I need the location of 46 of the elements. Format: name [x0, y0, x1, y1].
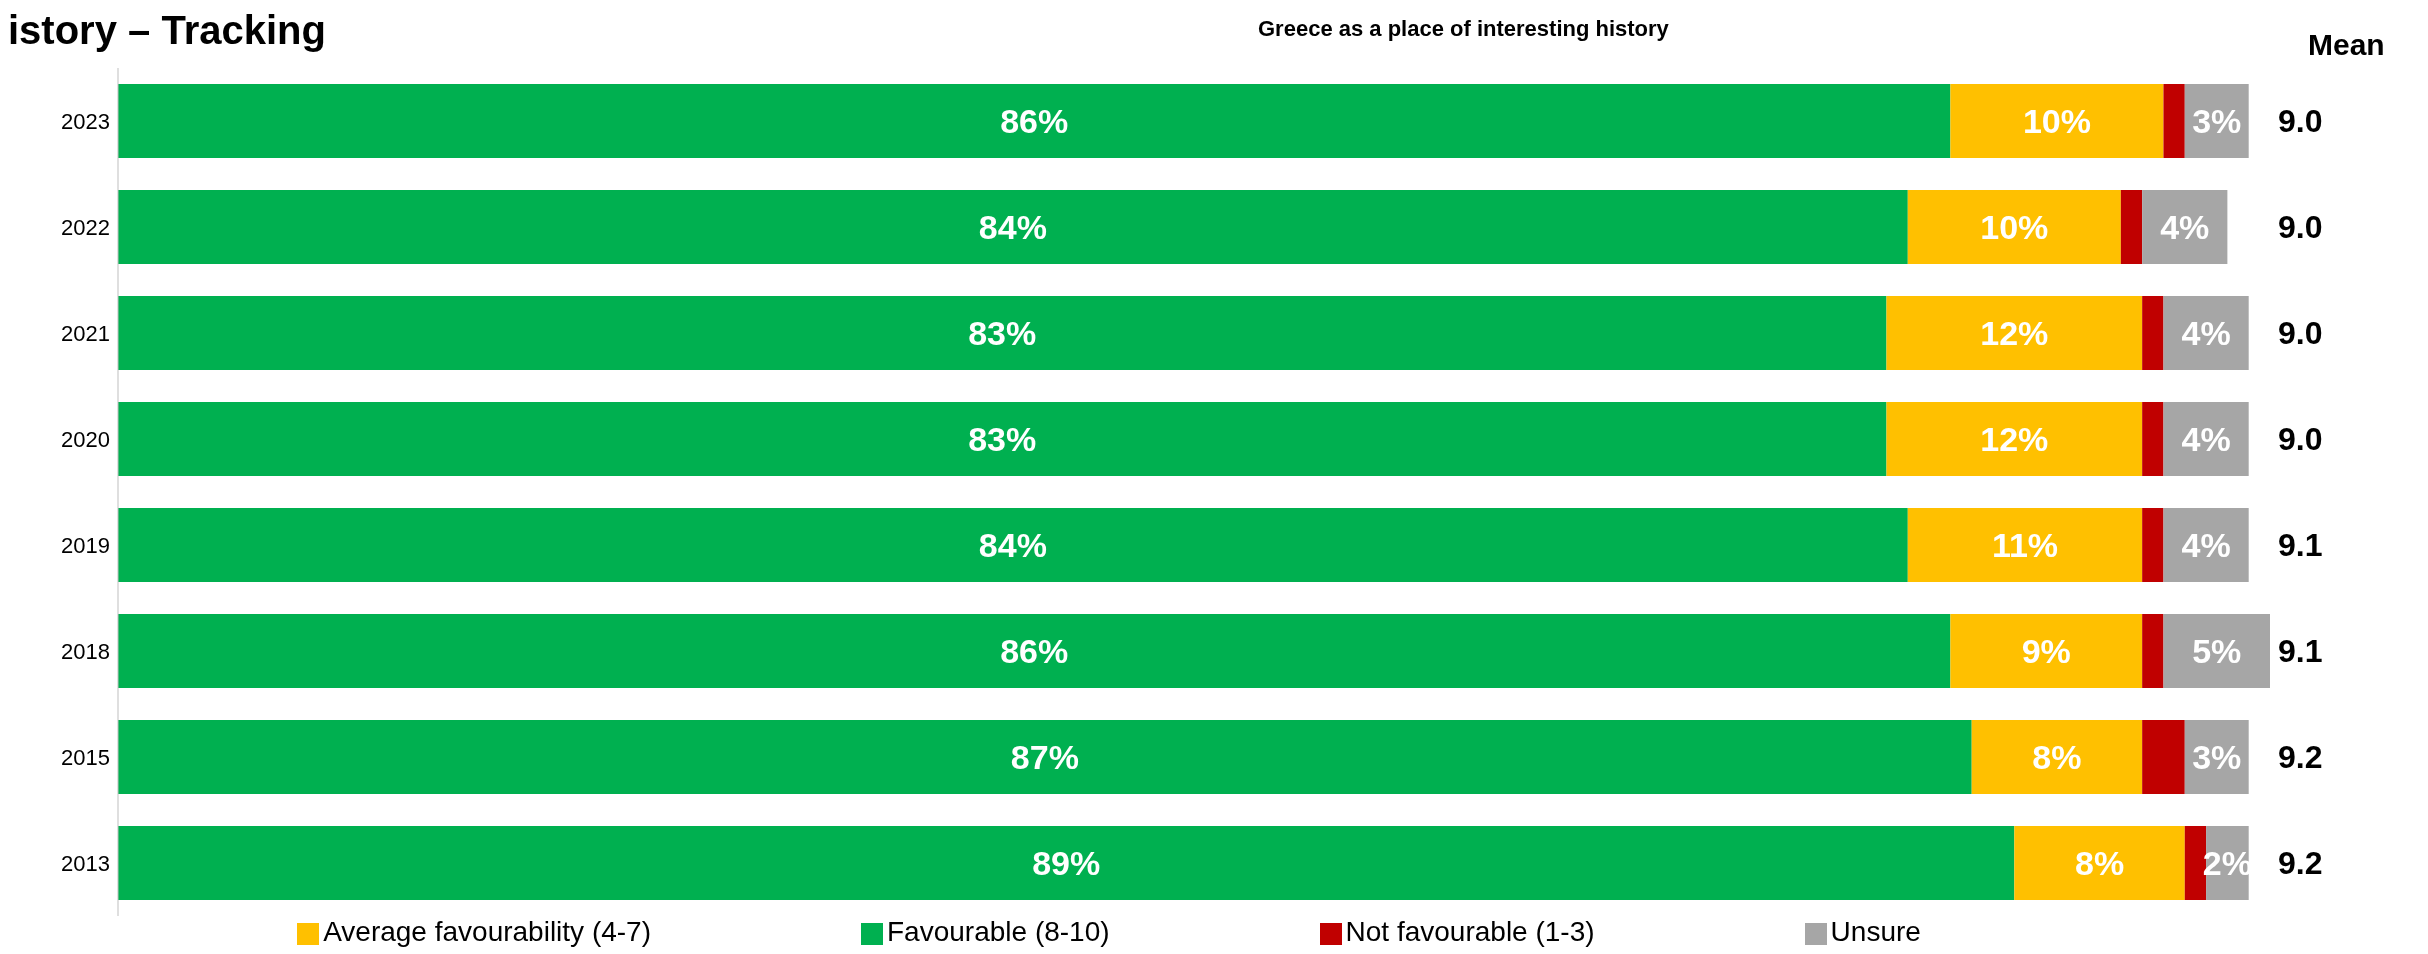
text: Mean — [2308, 28, 2385, 62]
data-label: 11% — [1991, 525, 2059, 564]
y-tick-label: 2023 — [61, 108, 110, 134]
data-label: 86% — [1000, 101, 1069, 140]
data-label: 83% — [968, 313, 1037, 352]
data-label: 10% — [2022, 101, 2091, 140]
y-tick-label: 2015 — [61, 744, 110, 770]
data-label: 4% — [2160, 207, 2210, 246]
legend-label: Favourable (8-10) — [887, 916, 1110, 947]
legend-label: Unsure — [1830, 916, 1921, 947]
text: 9.0 — [2278, 315, 2323, 352]
legend-label: Not favourable (1-3) — [1345, 916, 1595, 947]
y-tick-label: 2019 — [61, 532, 110, 558]
text: 9.0 — [2278, 209, 2323, 246]
text: 9.2 — [2278, 739, 2323, 776]
data-label: 86% — [1000, 631, 1069, 670]
data-label: 12% — [1980, 419, 2049, 458]
data-label: 83% — [968, 419, 1037, 458]
y-tick-label: 2013 — [61, 850, 110, 876]
text: 9.0 — [2278, 421, 2323, 458]
data-label: 4% — [2181, 313, 2231, 352]
data-label: 8% — [2074, 843, 2125, 882]
data-label: 84% — [978, 207, 1047, 246]
data-label: 5% — [2192, 631, 2242, 670]
text: 9.2 — [2278, 845, 2323, 882]
chart-title: istory – Tracking — [8, 8, 326, 53]
y-tick-label: 2022 — [61, 214, 110, 240]
data-label: 84% — [978, 525, 1047, 564]
chart-subtitle: Greece as a place of interesting history — [1258, 16, 1669, 42]
text: 9.1 — [2278, 633, 2323, 670]
data-label: 89% — [1032, 843, 1101, 882]
text: 9.1 — [2278, 527, 2323, 564]
legend-label: Average favourability (4-7) — [323, 916, 652, 947]
data-label: 12% — [1980, 313, 2049, 352]
y-tick-label: 2021 — [61, 320, 110, 346]
data-label: 4% — [2181, 419, 2231, 458]
data-label: 9% — [2021, 631, 2071, 670]
data-label: 10% — [1980, 207, 2049, 246]
y-tick-label: 2018 — [61, 638, 110, 664]
data-label: 3% — [2192, 737, 2242, 776]
data-label: 3% — [2192, 101, 2242, 140]
data-label: 87% — [1010, 737, 1079, 776]
data-label: 4% — [2181, 525, 2231, 564]
y-tick-label: 2020 — [61, 426, 110, 452]
text: 9.0 — [2278, 103, 2323, 140]
data-label: 8% — [2032, 737, 2082, 776]
